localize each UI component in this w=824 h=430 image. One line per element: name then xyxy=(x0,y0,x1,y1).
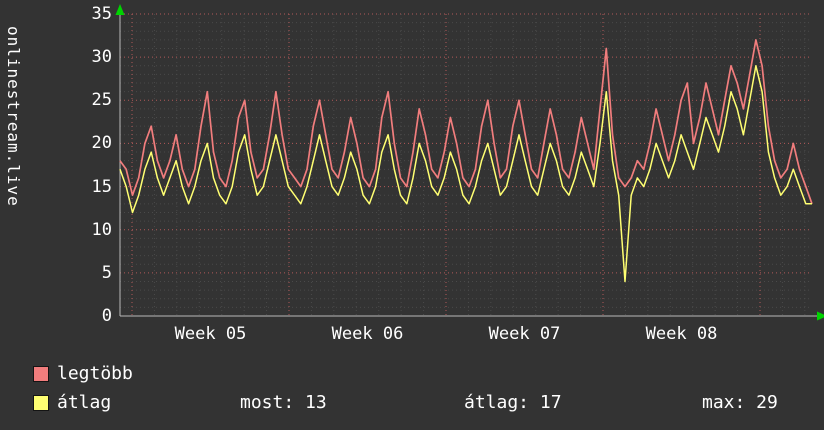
stat-most: most: 13 xyxy=(240,392,327,413)
y-axis-label: 20 xyxy=(91,133,112,154)
legend-swatch-atlag xyxy=(33,395,49,411)
legend-row-atlag: átlag xyxy=(33,393,111,413)
series-line-legtobb xyxy=(119,39,813,205)
stat-atlag: átlag: 17 xyxy=(464,392,562,413)
y-axis-label: 5 xyxy=(101,262,112,283)
y-axis-label: 35 xyxy=(91,4,112,24)
chart-plot xyxy=(115,4,824,321)
x-axis-label: Week 05 xyxy=(174,324,247,344)
y-axis-label: 0 xyxy=(101,306,112,326)
y-axis-label: 30 xyxy=(91,47,112,68)
site-vertical-label: onlinestream.live xyxy=(4,26,23,207)
series-line-atlag xyxy=(119,65,812,283)
legend-label-legtobb: legtöbb xyxy=(57,363,133,384)
y-axis-label: 10 xyxy=(91,219,112,240)
x-axis-label: Week 08 xyxy=(645,324,718,344)
x-axis-label: Week 07 xyxy=(488,324,561,344)
y-axis-label: 15 xyxy=(91,176,112,197)
y-axis-arrow-icon xyxy=(115,4,125,15)
x-axis-arrow-icon xyxy=(817,311,824,321)
legend-row-legtobb: legtöbb xyxy=(33,364,133,384)
stat-max: max: 29 xyxy=(702,392,778,413)
y-axis-label: 25 xyxy=(91,90,112,111)
legend-swatch-legtobb xyxy=(33,366,49,382)
x-axis-label: Week 06 xyxy=(331,324,404,344)
legend-label-atlag: átlag xyxy=(57,392,112,413)
